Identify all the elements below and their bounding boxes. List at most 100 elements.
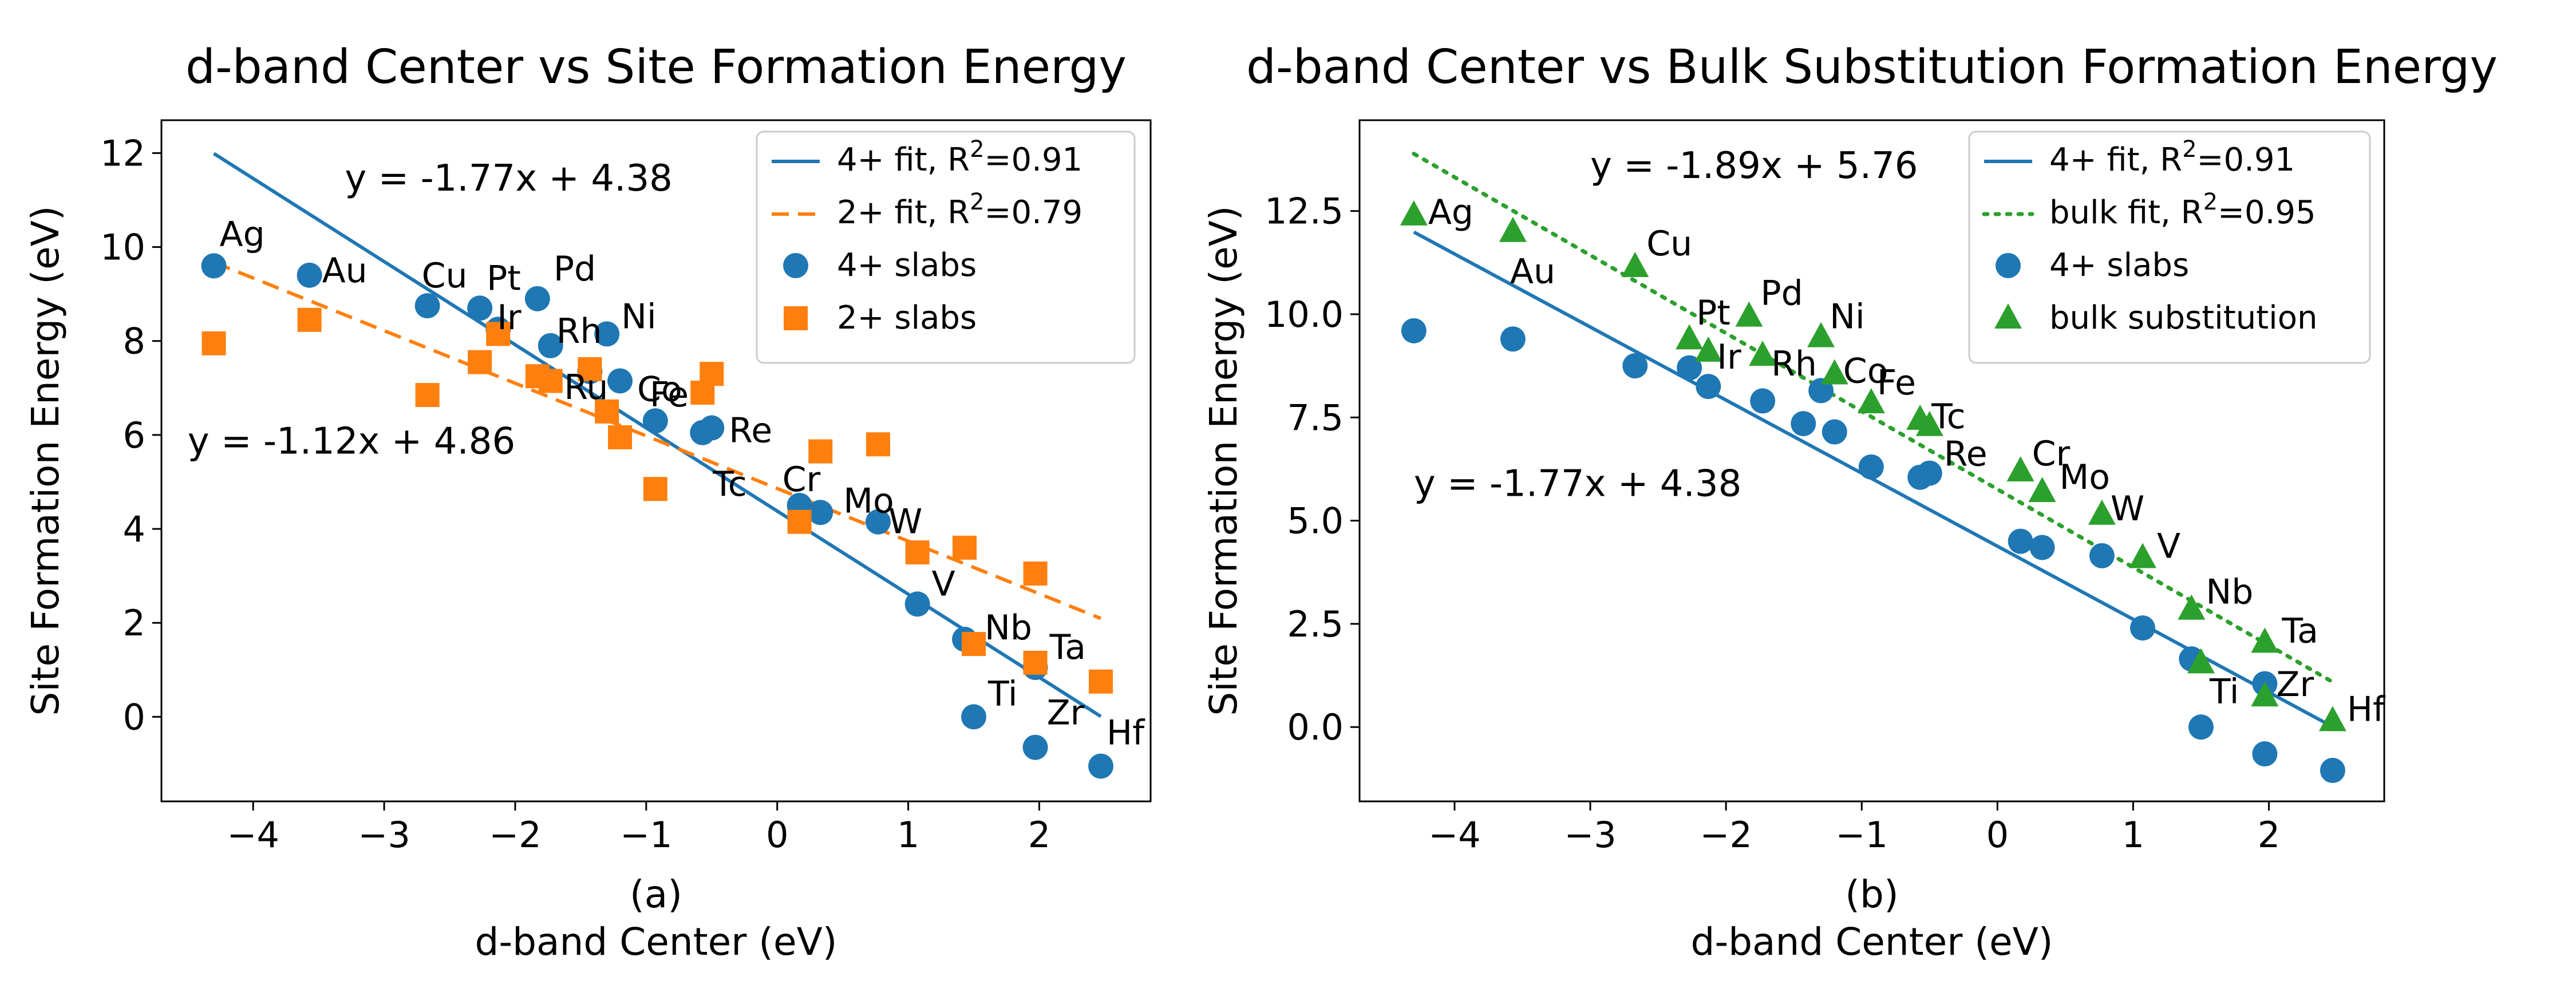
- data-point-triangle: [2187, 648, 2215, 674]
- legend-label: 4+ fit, R2=0.91: [2049, 136, 2295, 179]
- legend-label: bulk substitution: [2049, 299, 2317, 337]
- panel-sublabel: (a): [630, 872, 682, 916]
- point-label: Ag: [1428, 192, 1473, 232]
- data-point-square: [468, 350, 492, 374]
- chart-panel-a: d-band Center vs Site Formation Energy −4…: [23, 40, 1152, 964]
- data-point-square: [962, 632, 986, 657]
- fit-line-0: [212, 152, 1102, 718]
- data-point-triangle: [2128, 543, 2156, 568]
- point-label: Ni: [621, 297, 657, 337]
- y-tick-label: 0.0: [1287, 706, 1344, 748]
- legend-label-tail: =0.91: [985, 141, 1083, 179]
- point-label: Cu: [422, 256, 468, 296]
- point-label: Ta: [2281, 611, 2318, 651]
- legend-marker-swatch: [783, 253, 808, 278]
- data-point-circle: [961, 704, 987, 730]
- y-tick-label: 5.0: [1287, 500, 1344, 542]
- y-tick-label: 2: [123, 602, 145, 644]
- data-point-circle: [297, 262, 322, 288]
- legend-box: [1968, 131, 2371, 364]
- data-point-square: [486, 322, 511, 346]
- data-point-circle: [1822, 419, 1847, 445]
- y-tick-label: 10: [100, 227, 145, 268]
- data-point-circle: [607, 368, 633, 394]
- point-label: Ru: [564, 367, 608, 408]
- data-point-circle: [594, 321, 620, 347]
- axes-frame: [160, 119, 1152, 803]
- plot-area: [201, 152, 1114, 779]
- x-tick-label: −3: [358, 814, 410, 856]
- point-label: Pt: [487, 258, 521, 298]
- data-point-square: [787, 509, 812, 534]
- y-tick-label: 7.5: [1287, 397, 1344, 438]
- data-point-square: [700, 362, 724, 386]
- data-point-square: [578, 357, 602, 381]
- legend-label: 4+ slabs: [837, 247, 977, 284]
- legend-label-sup: 2: [970, 189, 984, 215]
- data-point-circle: [467, 295, 493, 321]
- data-point-triangle: [2251, 627, 2279, 653]
- data-point-square: [202, 331, 226, 355]
- data-point-circle: [1401, 318, 1427, 343]
- point-label: Rh: [556, 311, 602, 351]
- data-point-circle: [2188, 714, 2214, 740]
- data-point-circle: [1858, 454, 1884, 480]
- data-point-square: [538, 369, 563, 393]
- point-label: Cr: [783, 460, 821, 500]
- point-label: Pd: [554, 249, 596, 289]
- data-point-square: [905, 540, 930, 565]
- point-label: Pt: [1696, 293, 1730, 333]
- point-label: Pd: [1760, 274, 1803, 314]
- data-point-circle: [2129, 615, 2155, 641]
- point-label: Tc: [1931, 397, 1965, 437]
- data-point-square: [608, 425, 633, 449]
- chart-title: d-band Center vs Site Formation Energy: [185, 40, 1127, 94]
- data-point-triangle: [2178, 594, 2206, 620]
- legend-marker-swatch: [1996, 253, 2021, 278]
- legend-label-tail: =0.79: [985, 194, 1083, 231]
- data-point-circle: [642, 408, 668, 434]
- fit-line-1: [1412, 152, 2335, 684]
- x-tick-label: 1: [897, 814, 919, 856]
- x-tick-label: −4: [1428, 814, 1480, 856]
- point-label: Ta: [1049, 627, 1086, 667]
- data-point-triangle: [1820, 359, 1848, 385]
- point-label: Hf: [1107, 713, 1145, 753]
- point-label: Zr: [2276, 665, 2314, 705]
- x-axis-label: d-band Center (eV): [475, 920, 837, 964]
- y-axis-label: Site Formation Energy (eV): [23, 205, 68, 716]
- x-tick-label: −2: [1700, 814, 1752, 856]
- fit-equation: y = -1.77x + 4.38: [345, 157, 672, 200]
- data-point-circle: [808, 500, 833, 525]
- point-label: Mo: [843, 481, 894, 521]
- point-label: Tc: [712, 464, 746, 504]
- data-point-triangle: [1676, 324, 1704, 350]
- data-point-circle: [2029, 535, 2055, 560]
- point-label: Co: [1843, 351, 1888, 392]
- legend-marker-swatch: [1994, 303, 2022, 329]
- legend-label: 4+ slabs: [2049, 247, 2189, 284]
- y-axis-label: Site Formation Energy (eV): [1202, 205, 1246, 716]
- data-point-square: [297, 307, 322, 332]
- data-point-circle: [2320, 757, 2345, 783]
- data-point-circle: [1750, 388, 1776, 414]
- point-label: Ti: [987, 674, 1017, 714]
- point-label: V: [932, 564, 955, 604]
- data-point-square: [952, 535, 977, 560]
- data-point-triangle: [2318, 706, 2346, 732]
- x-tick-label: −2: [489, 814, 541, 856]
- data-point-circle: [524, 286, 550, 311]
- fit-equation: y = -1.77x + 4.38: [1414, 463, 1741, 505]
- point-label: Fe: [1877, 363, 1916, 403]
- data-point-triangle: [1694, 336, 1722, 362]
- data-point-triangle: [1400, 200, 1428, 226]
- legend-label-main: bulk fit, R: [2049, 194, 2203, 231]
- point-label: Ir: [497, 298, 521, 338]
- y-tick-label: 6: [123, 414, 145, 456]
- data-point-circle: [201, 253, 227, 279]
- data-point-circle: [904, 591, 930, 617]
- fit-equation: y = -1.89x + 5.76: [1590, 145, 1918, 187]
- panel-sublabel: (b): [1845, 872, 1898, 916]
